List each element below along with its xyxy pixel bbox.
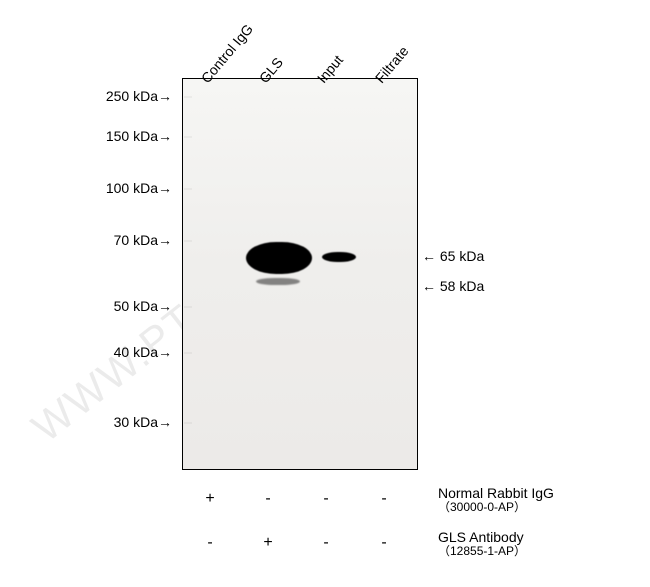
ladder-tick — [184, 96, 192, 98]
ladder-tick — [184, 352, 192, 354]
ladder-tick — [184, 240, 192, 242]
condition-symbol: - — [364, 534, 404, 552]
condition-label-main: GLS Antibody — [438, 530, 526, 545]
band-gls-main — [246, 242, 312, 274]
mw-marker-label: 40 kDa→ — [72, 344, 172, 360]
condition-label-main: Normal Rabbit IgG — [438, 486, 554, 501]
condition-symbol: - — [190, 534, 230, 552]
mw-marker-label: 150 kDa→ — [72, 128, 172, 144]
band-size-text: 58 kDa — [440, 278, 484, 294]
mw-marker-label: 70 kDa→ — [72, 232, 172, 248]
western-blot-membrane — [182, 78, 418, 470]
mw-marker-label: 50 kDa→ — [72, 298, 172, 314]
mw-marker-label: 30 kDa→ — [72, 414, 172, 430]
band-input — [322, 252, 356, 262]
figure-container: { "blot": { "left": 182, "top": 78, "wid… — [0, 0, 650, 587]
condition-symbol: - — [306, 534, 346, 552]
band-size-label: ← 58 kDa — [422, 278, 484, 294]
mw-marker-label: 250 kDa→ — [72, 88, 172, 104]
ladder-tick — [184, 422, 192, 424]
ladder-tick — [184, 306, 192, 308]
condition-symbol: + — [190, 490, 230, 508]
condition-symbol: - — [306, 490, 346, 508]
band-size-text: 65 kDa — [440, 248, 484, 264]
condition-symbol: - — [248, 490, 288, 508]
ladder-tick — [184, 136, 192, 138]
band-size-label: ← 65 kDa — [422, 248, 484, 264]
band-gls-lower — [256, 278, 300, 285]
condition-symbol: - — [364, 490, 404, 508]
condition-symbol: + — [248, 534, 288, 552]
mw-marker-label: 100 kDa→ — [72, 180, 172, 196]
ladder-tick — [184, 188, 192, 190]
condition-label: Normal Rabbit IgG （30000-0-AP） — [438, 486, 554, 515]
lane-label: Control IgG — [198, 21, 256, 86]
arrow-left-icon: ← — [422, 278, 436, 294]
condition-label: GLS Antibody （12855-1-AP） — [438, 530, 526, 559]
condition-label-sub: （30000-0-AP） — [438, 501, 554, 514]
arrow-left-icon: ← — [422, 248, 436, 264]
condition-label-sub: （12855-1-AP） — [438, 545, 526, 558]
